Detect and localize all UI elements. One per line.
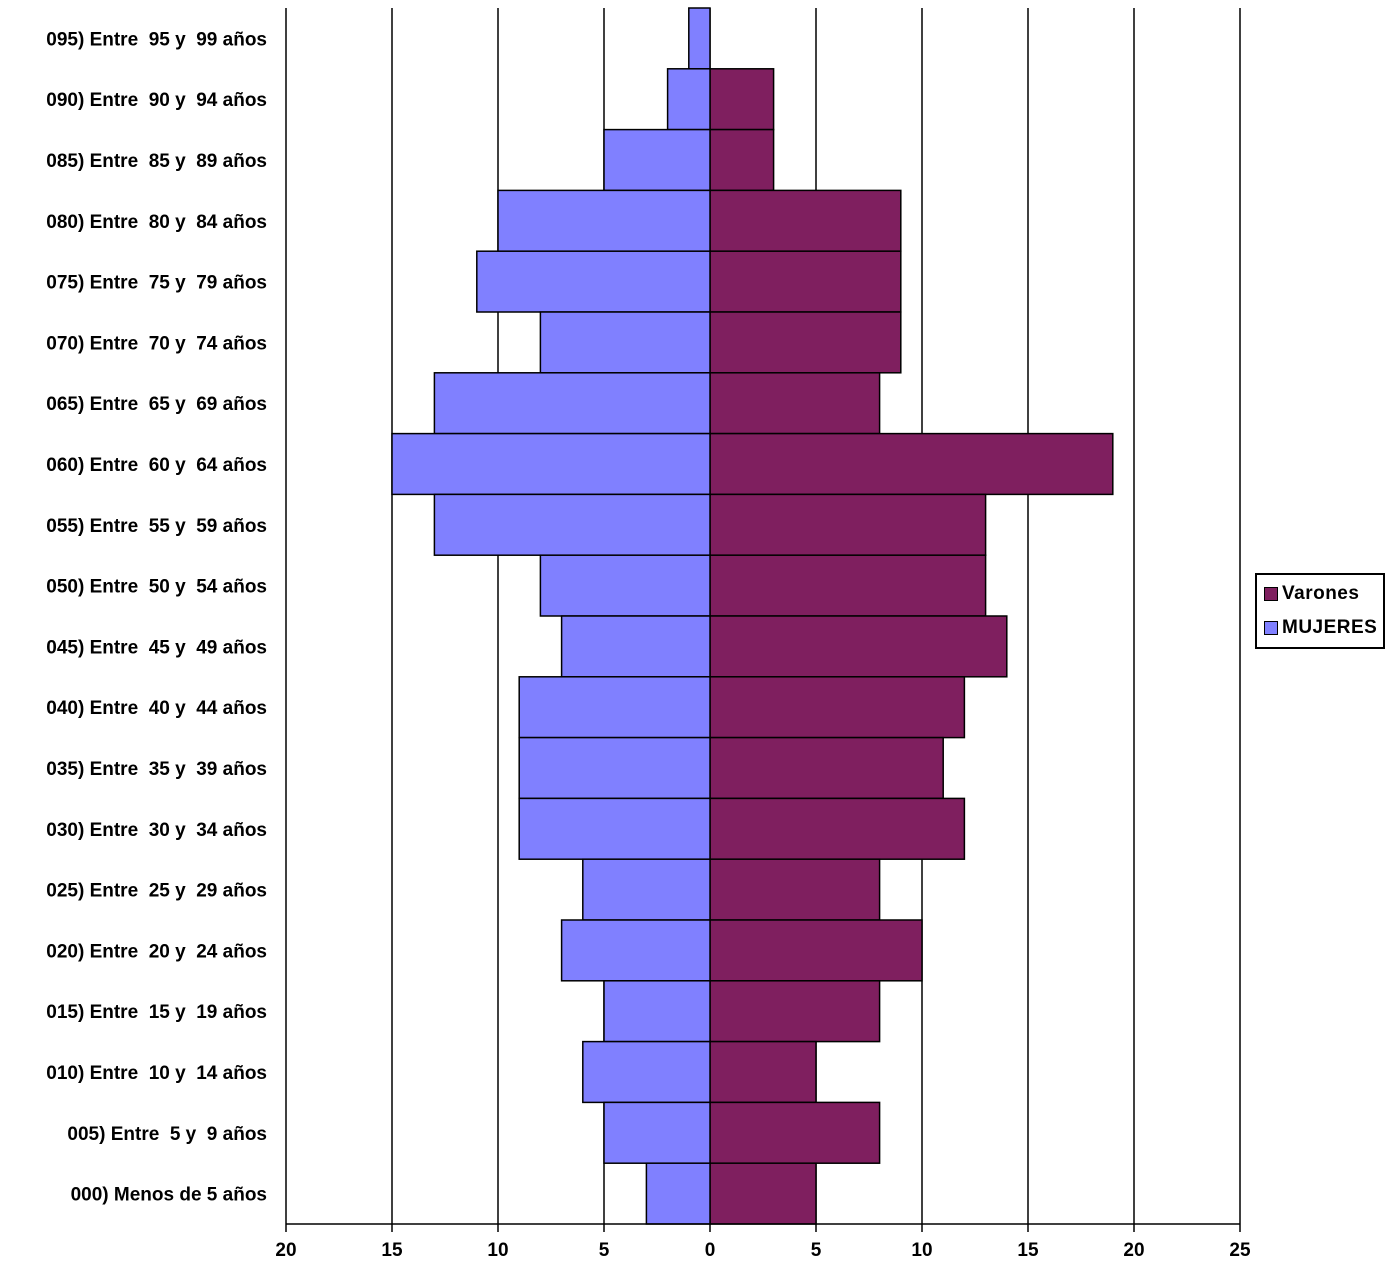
- x-tick-label: 5: [811, 1240, 822, 1261]
- bar-varones: [709, 1101, 881, 1164]
- category-label: 025) Entre 25 y 29 años: [46, 881, 267, 902]
- category-labels: 095) Entre 95 y 99 años 090) Entre 90 y 9…: [46, 29, 267, 1205]
- bar-varones: [709, 311, 902, 374]
- bar-mujeres: [433, 493, 711, 556]
- bars: [391, 7, 1114, 1225]
- bar-varones: [709, 676, 966, 739]
- legend: Varones MUJERES: [1255, 573, 1385, 649]
- category-label: 005) Entre 5 y 9 años: [67, 1124, 267, 1145]
- category-label: 010) Entre 10 y 14 años: [46, 1063, 267, 1084]
- bar-varones: [709, 736, 944, 800]
- category-label: 080) Entre 80 y 84 años: [46, 212, 267, 233]
- bar-mujeres: [391, 432, 711, 496]
- legend-swatch-varones: [1264, 587, 1278, 601]
- bar-mujeres: [603, 1101, 711, 1164]
- x-tick-label: 5: [599, 1240, 610, 1261]
- bar-varones: [709, 980, 881, 1043]
- bar-mujeres: [518, 736, 711, 800]
- bar-varones: [709, 1162, 817, 1225]
- category-label: 050) Entre 50 y 54 años: [46, 577, 267, 598]
- legend-label-mujeres: MUJERES: [1282, 617, 1378, 638]
- bar-mujeres: [582, 858, 711, 921]
- bar-varones: [709, 1040, 817, 1104]
- bar-varones: [709, 797, 966, 860]
- category-label: 075) Entre 75 y 79 años: [46, 273, 267, 294]
- category-label: 070) Entre 70 y 74 años: [46, 333, 267, 354]
- x-tick-label: 0: [705, 1240, 716, 1261]
- category-label: 045) Entre 45 y 49 años: [46, 637, 267, 658]
- bar-mujeres: [497, 189, 711, 252]
- category-label: 085) Entre 85 y 89 años: [46, 151, 267, 172]
- category-label: 095) Entre 95 y 99 años: [46, 29, 267, 50]
- bar-varones: [709, 919, 923, 982]
- bar-varones: [709, 128, 775, 192]
- x-tick-label: 10: [911, 1240, 932, 1261]
- bar-mujeres: [560, 919, 711, 982]
- bar-mujeres: [582, 1040, 711, 1104]
- x-axis: 20 15 10 5 0 5 10 15 20 25: [275, 1223, 1251, 1261]
- bar-mujeres: [518, 797, 711, 860]
- category-label: 035) Entre 35 y 39 años: [46, 759, 267, 780]
- bar-varones: [709, 189, 902, 252]
- bar-varones: [709, 250, 902, 313]
- bar-varones: [709, 615, 1008, 678]
- x-tick-label: 10: [487, 1240, 508, 1261]
- category-label: 020) Entre 20 y 24 años: [46, 941, 267, 962]
- legend-label-varones: Varones: [1282, 583, 1360, 604]
- category-label: 015) Entre 15 y 19 años: [46, 1002, 267, 1023]
- bar-mujeres: [476, 250, 711, 313]
- category-label: 065) Entre 65 y 69 años: [46, 394, 267, 415]
- bar-varones: [709, 372, 881, 435]
- bar-mujeres: [603, 128, 711, 192]
- bar-mujeres: [688, 7, 711, 70]
- category-label: 000) Menos de 5 años: [71, 1185, 267, 1206]
- bar-mujeres: [539, 311, 711, 374]
- bar-mujeres: [666, 68, 711, 131]
- x-tick-label: 20: [1123, 1240, 1144, 1261]
- bar-varones: [709, 554, 987, 617]
- legend-swatch-mujeres: [1264, 621, 1278, 635]
- category-label: 030) Entre 30 y 34 años: [46, 820, 267, 841]
- bar-varones: [709, 68, 775, 131]
- x-tick-label: 20: [275, 1240, 296, 1261]
- bar-mujeres: [539, 554, 711, 617]
- bar-mujeres: [518, 676, 711, 739]
- bar-mujeres: [603, 980, 711, 1043]
- x-tick-label: 25: [1229, 1240, 1251, 1261]
- legend-item-mujeres: MUJERES: [1264, 617, 1377, 639]
- bar-varones: [709, 493, 987, 556]
- category-label: 040) Entre 40 y 44 años: [46, 698, 267, 719]
- bar-varones: [709, 858, 881, 921]
- bar-mujeres: [560, 615, 711, 678]
- category-label: 060) Entre 60 y 64 años: [46, 455, 267, 476]
- x-tick-label: 15: [381, 1240, 403, 1261]
- bar-mujeres: [645, 1162, 711, 1225]
- bar-varones: [709, 432, 1114, 496]
- category-label: 090) Entre 90 y 94 años: [46, 90, 267, 111]
- legend-item-varones: Varones: [1264, 583, 1359, 605]
- bar-mujeres: [433, 372, 711, 435]
- x-tick-label: 15: [1017, 1240, 1039, 1261]
- category-label: 055) Entre 55 y 59 años: [46, 516, 267, 537]
